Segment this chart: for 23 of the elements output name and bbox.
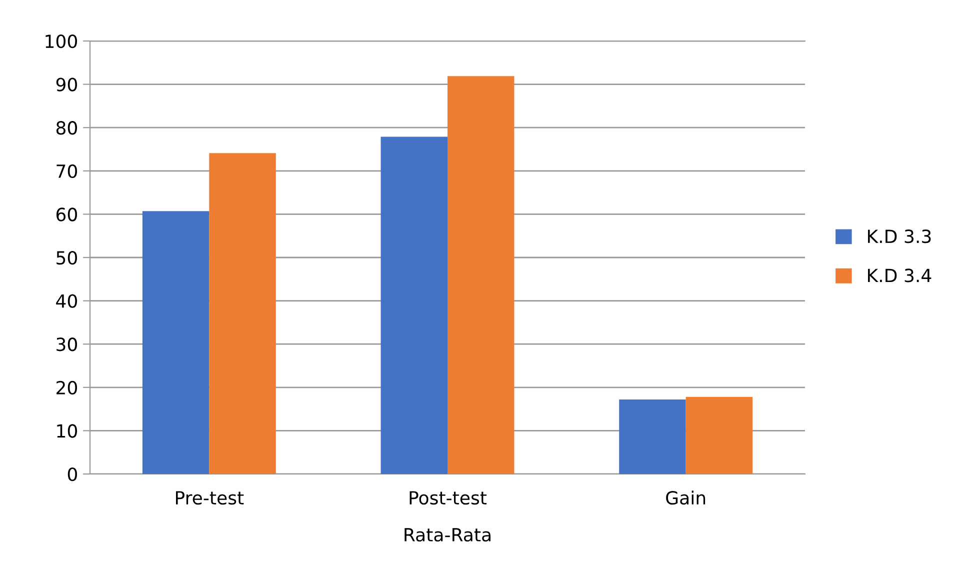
y-tick-label: 40 xyxy=(56,294,77,308)
y-tick-label: 10 xyxy=(57,424,77,438)
x-axis-title: Rata-Rata xyxy=(404,528,490,542)
bar xyxy=(142,211,210,474)
bar xyxy=(686,396,753,474)
y-tick-label: 100 xyxy=(46,34,77,48)
x-tick-label: Gain xyxy=(666,490,706,505)
bar xyxy=(448,76,514,474)
y-tick-label: 60 xyxy=(56,208,77,222)
y-tick-label: 50 xyxy=(56,250,77,265)
x-tick-label: Post-test xyxy=(410,491,487,505)
y-tick-label: 30 xyxy=(56,338,77,352)
x-tick-label: Pre-test xyxy=(176,491,244,505)
bar xyxy=(619,400,686,474)
y-tick-label: 80 xyxy=(56,121,77,135)
legend-label: K.D 3.4 xyxy=(868,268,932,282)
y-tick-label: 70 xyxy=(56,164,77,178)
y-tick-label: 20 xyxy=(56,380,77,395)
y-tick-label: 0 xyxy=(68,467,77,482)
y-tick-label: 90 xyxy=(56,78,77,92)
bar xyxy=(380,136,448,474)
legend-label: K.D 3.3 xyxy=(868,230,931,244)
bar xyxy=(209,153,276,474)
